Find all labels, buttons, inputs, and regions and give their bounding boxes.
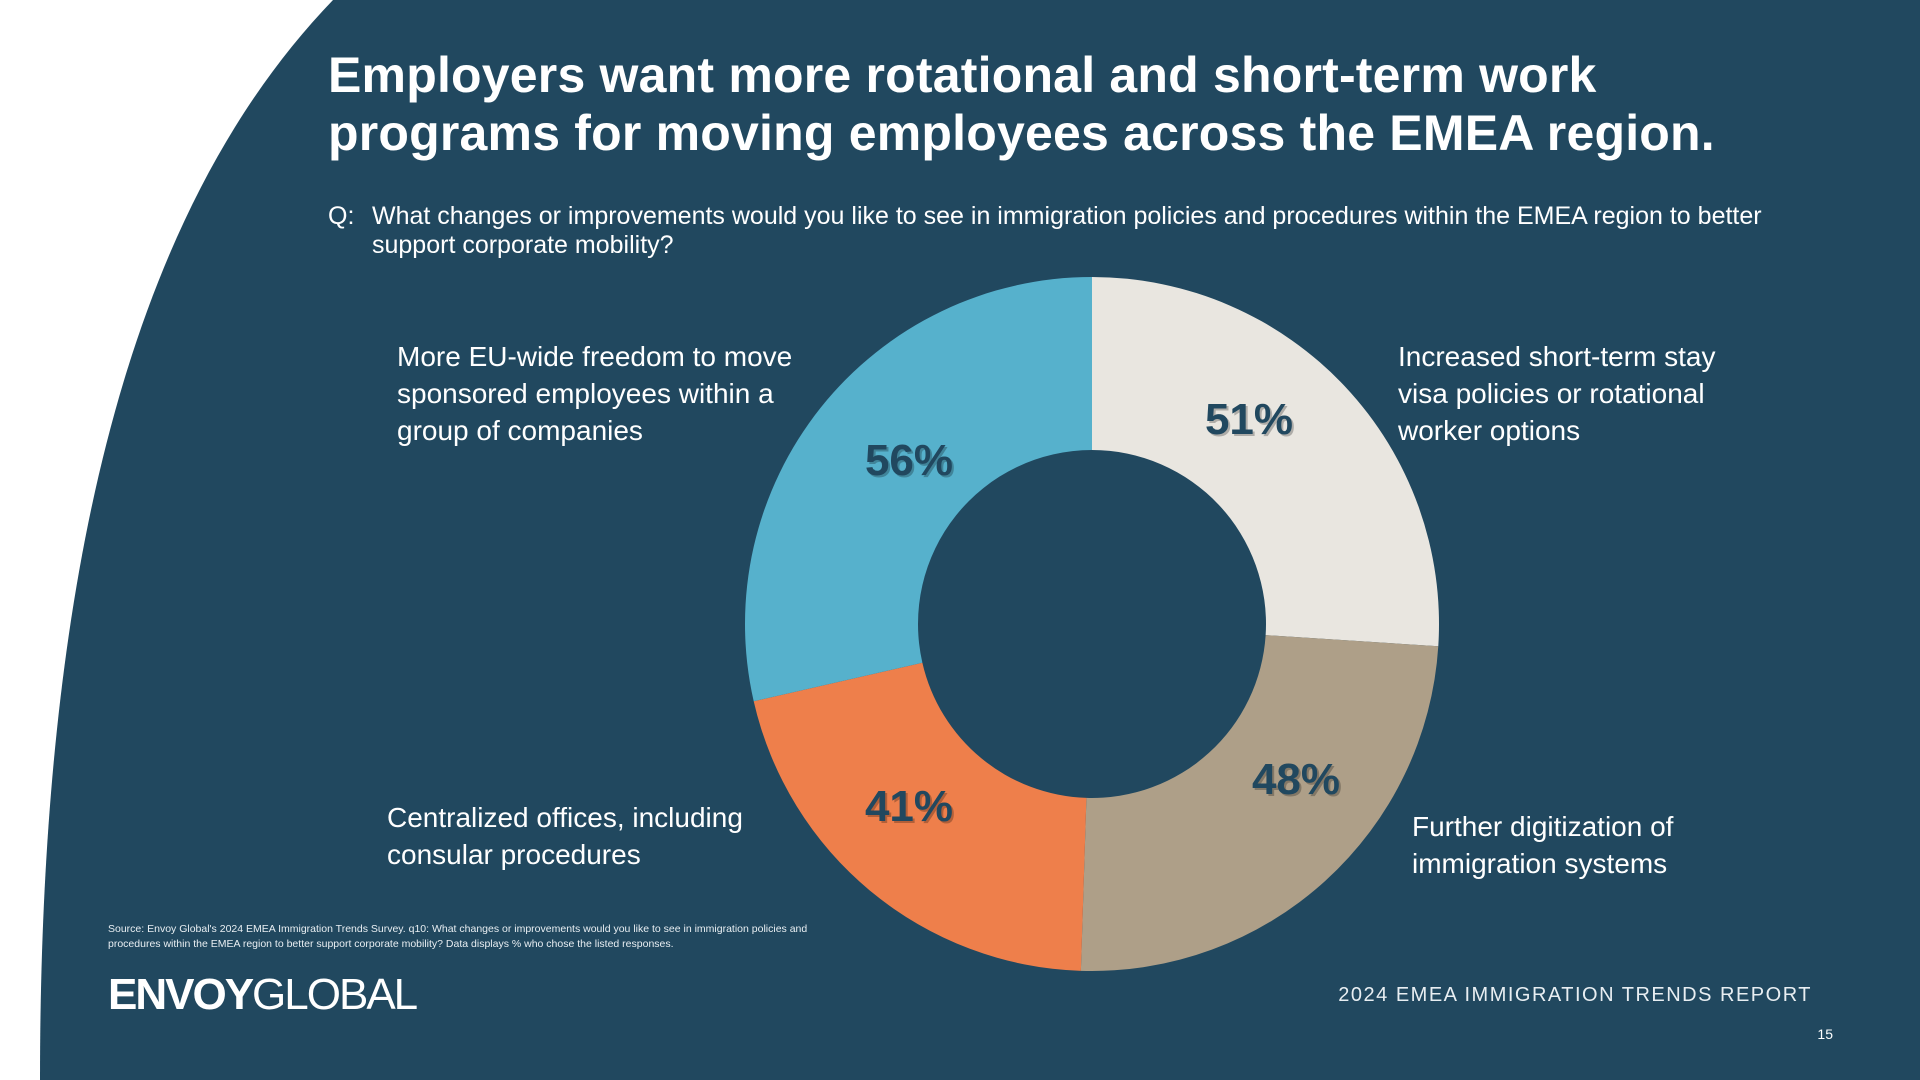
slice-value-label: 48% <box>1252 755 1340 804</box>
slice-value-label: 56% <box>865 436 953 485</box>
source-note: Source: Envoy Global's 2024 EMEA Immigra… <box>108 923 808 950</box>
logo-bold: ENVOY <box>108 970 254 1019</box>
label-bottom-right: Further digitization of immigration syst… <box>1412 808 1673 882</box>
slice-value-shadow: 48% <box>1254 757 1342 806</box>
label-top-right: Increased short-term stay visa policies … <box>1398 338 1715 449</box>
slice-value-label: 51% <box>1205 395 1293 444</box>
question-text: What changes or improvements would you l… <box>372 202 1762 259</box>
survey-question: Q: What changes or improvements would yo… <box>328 202 1828 260</box>
donut-slice <box>744 277 1092 702</box>
logo-light: GLOBAL <box>252 970 418 1019</box>
donut-slice <box>1080 635 1439 971</box>
slice-value-label: 41% <box>865 782 953 831</box>
title-line: programs for moving employees across the… <box>328 105 1715 161</box>
label-line: sponsored employees within a <box>397 378 774 409</box>
label-line: group of companies <box>397 415 643 446</box>
label-line: More EU-wide freedom to move <box>397 341 793 372</box>
report-name: 2024 EMEA IMMIGRATION TRENDS REPORT <box>1338 984 1812 1006</box>
slice-value-shadow: 56% <box>867 438 955 487</box>
slice-value-shadow: 51% <box>1207 397 1295 446</box>
label-top-left: More EU-wide freedom to move sponsored e… <box>397 338 792 449</box>
slice-value-shadow: 41% <box>867 784 955 833</box>
label-line: worker options <box>1398 415 1581 446</box>
page-title: Employers want more rotational and short… <box>328 46 1888 162</box>
label-line: Increased short-term stay <box>1398 341 1716 372</box>
label-bottom-left: Centralized offices, including consular … <box>387 799 743 873</box>
title-line: Employers want more rotational and short… <box>328 47 1597 103</box>
envoy-global-logo: ENVOYGLOBAL <box>108 970 418 1019</box>
donut-slice <box>1092 277 1439 647</box>
page-number: 15 <box>1817 1026 1833 1042</box>
label-line: Further digitization of <box>1412 811 1674 842</box>
label-line: visa policies or rotational <box>1398 378 1705 409</box>
question-prefix: Q: <box>328 202 355 230</box>
label-line: immigration systems <box>1412 848 1668 879</box>
donut-slice <box>753 662 1087 971</box>
label-line: consular procedures <box>387 839 641 870</box>
label-line: Centralized offices, including <box>387 802 743 833</box>
